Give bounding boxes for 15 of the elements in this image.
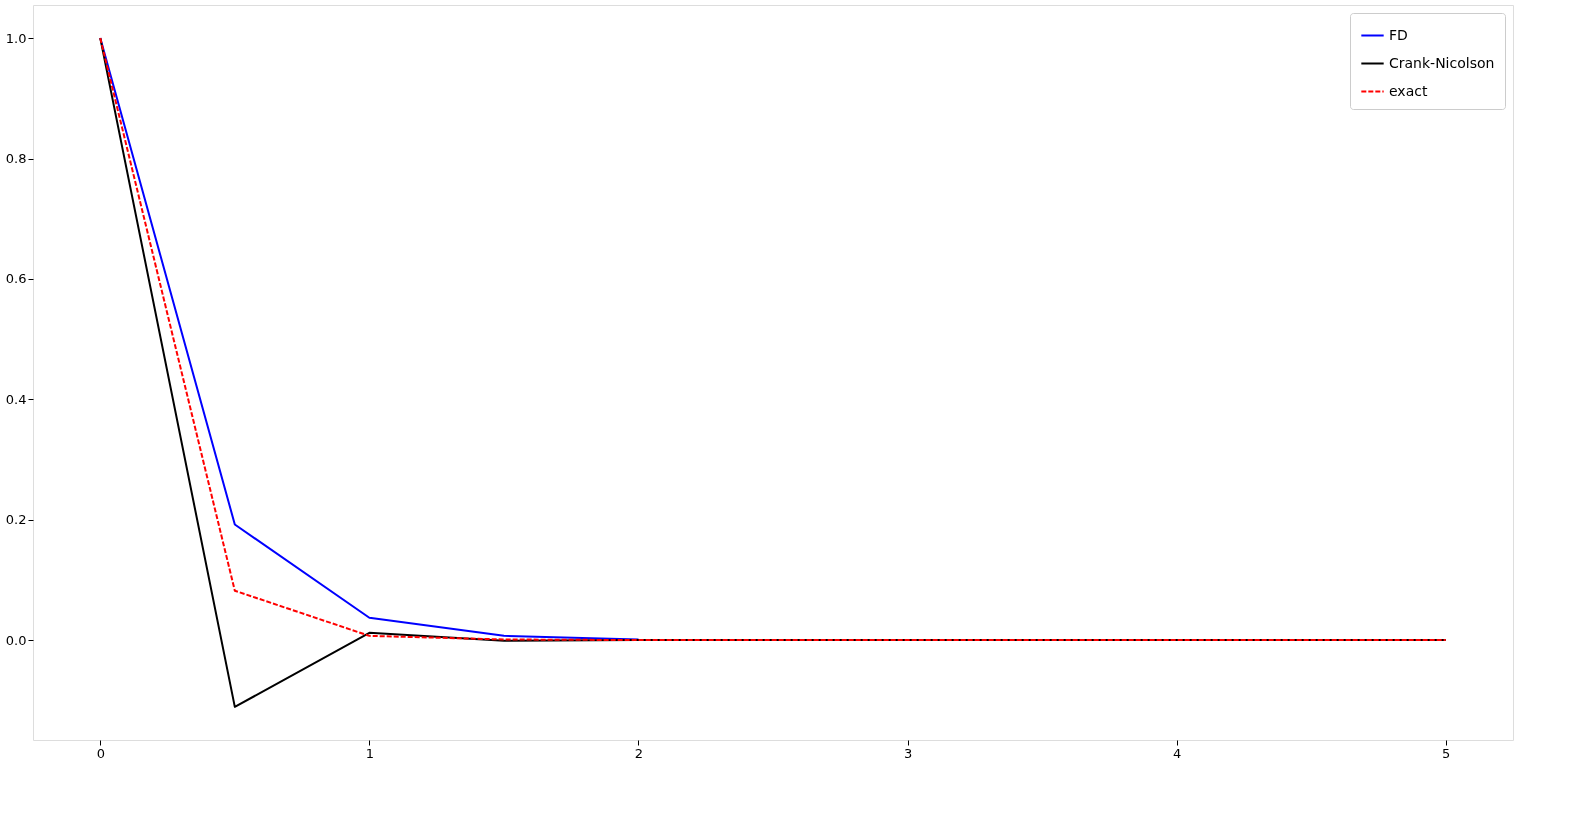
y-tick-label: 0.6 <box>5 271 27 287</box>
y-tick-label: 0.4 <box>5 391 27 407</box>
x-tick-label: 5 <box>1442 745 1451 761</box>
x-tick-label: 1 <box>365 745 374 761</box>
x-tick-label: 2 <box>634 745 644 761</box>
y-tick-label: 0.2 <box>5 512 27 528</box>
legend-label: exact <box>1389 82 1428 99</box>
y-tick-label: 0.8 <box>5 151 27 166</box>
x-tick-label: 0 <box>96 745 105 761</box>
legend-label: Crank-Nicolson <box>1389 54 1495 71</box>
y-tick-label: 0.0 <box>5 632 27 648</box>
y-tick-label: 1.0 <box>5 30 27 46</box>
x-tick-label: 4 <box>1173 745 1182 761</box>
x-tick-label: 3 <box>903 745 913 761</box>
legend-label: FD <box>1389 26 1408 43</box>
